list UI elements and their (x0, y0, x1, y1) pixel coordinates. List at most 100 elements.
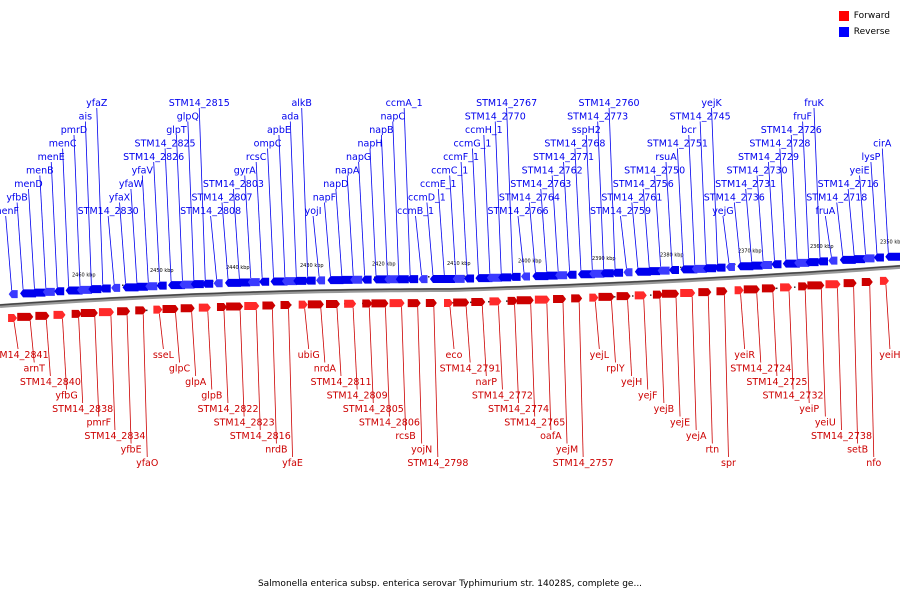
gene-label: yojN (411, 445, 432, 456)
gene-leader-line (267, 148, 274, 278)
gene-leader-line (574, 148, 582, 271)
gene-arrow (623, 268, 633, 277)
gene-label: STM14_2771 (533, 152, 594, 163)
gene-leader-line (312, 215, 320, 277)
gene-arrow (371, 299, 389, 308)
gene-arrow (761, 284, 776, 293)
gene-leader-line (608, 107, 616, 269)
gene-label: STM14_2736 (704, 193, 765, 204)
gene-arrow (807, 281, 825, 290)
gene-label: menB (26, 166, 54, 177)
gene-arrow (298, 300, 308, 309)
gene-arrow (714, 263, 726, 272)
gene-arrow (395, 275, 409, 284)
minor-tick (470, 301, 472, 304)
gene-label: STM14_2766 (487, 206, 548, 217)
gene-label: yejH (621, 377, 642, 388)
gene-leader-line (94, 316, 100, 417)
gene-arrow (316, 276, 326, 285)
gene-leader-line (84, 121, 92, 286)
gene-leader-line (110, 316, 116, 431)
gene-arrow (338, 275, 353, 284)
gene-leader-line (119, 202, 126, 284)
gene-leader-line (530, 304, 536, 417)
gene-arrow (35, 311, 50, 320)
gene-arrow (384, 275, 400, 284)
gene-leader-line (13, 321, 19, 350)
gene-arrow (71, 309, 82, 318)
gene-label: STM14_2774 (488, 404, 549, 415)
gene-label: yejB (654, 404, 675, 415)
gene-leader-line (352, 307, 358, 390)
legend-reverse[interactable]: Reverse (838, 24, 890, 40)
gene-leader-line (62, 148, 70, 287)
gene-arrow (213, 279, 223, 288)
gene-label: STM14_2765 (504, 418, 565, 429)
gene-arrow (111, 283, 121, 292)
gene-arrow (122, 283, 139, 292)
gene-leader-line (28, 188, 35, 289)
gene-label: ccmD_1 (408, 193, 446, 204)
gene-arrow (646, 267, 661, 276)
gene-arrow (851, 255, 866, 264)
gene-arrow (657, 266, 670, 275)
gene-arrow (373, 275, 390, 284)
gene-arrow (589, 293, 599, 302)
gene-leader-line (368, 307, 374, 404)
gene-leader-line (239, 310, 245, 417)
gene-leader-line (847, 188, 855, 256)
gene-leader-line (472, 148, 479, 275)
gene-leader-line (611, 300, 616, 363)
gene-label: oafA (540, 431, 562, 442)
gene-label: STM14_2822 (197, 404, 258, 415)
gene-leader-line (772, 292, 778, 377)
gene-label: STM14_2805 (343, 404, 404, 415)
gene-leader-line (369, 148, 377, 276)
gene-leader-line (255, 309, 261, 431)
gene-arrow (885, 252, 900, 261)
gene-arrow (862, 254, 875, 263)
gene-leader-line (853, 287, 859, 444)
gene-arrow (669, 266, 679, 275)
gene-label: alkB (291, 98, 311, 109)
gene-label: STM14_2830 (78, 206, 139, 217)
gene-arrow (444, 299, 453, 307)
gene-leader-line (403, 107, 411, 276)
minor-tick (632, 295, 634, 297)
gene-arrow (825, 280, 841, 289)
gene-arrow (54, 287, 65, 296)
gene-leader-line (642, 188, 650, 268)
gene-label: yeiU (815, 418, 836, 429)
gene-leader-line (175, 312, 180, 363)
gene-arrow (879, 276, 889, 285)
gene-arrow (452, 274, 465, 283)
genome-backbone (0, 265, 900, 306)
gene-leader-line (804, 290, 810, 404)
kbp-tick-label: 2390 kbp (592, 256, 616, 262)
gene-leader-line (654, 175, 662, 267)
gene-arrow (133, 282, 148, 291)
gene-label: napF (313, 193, 336, 204)
gene-label: rtn (705, 445, 719, 456)
gene-leader-line (551, 175, 559, 272)
gene-arrow (259, 277, 270, 286)
gene-label: yejL (590, 350, 610, 361)
gene-leader-line (289, 121, 297, 277)
gene-label: ccmB_1 (397, 206, 434, 217)
gene-arrow (153, 305, 163, 314)
legend-forward[interactable]: Forward (838, 8, 890, 24)
gene-leader-line (528, 202, 536, 273)
gene-label: fruA (815, 206, 835, 217)
gene-leader-line (869, 286, 875, 458)
gene-label: STM14_2811 (310, 377, 371, 388)
gene-arrow (598, 292, 615, 301)
gene-arrow (662, 289, 680, 298)
minor-tick (428, 276, 430, 278)
gene-label: eco (446, 350, 463, 361)
gene-label: pmrF (86, 418, 111, 429)
gene-label: STM14_2750 (624, 166, 685, 177)
gene-label: STM14_2726 (761, 125, 822, 136)
gene-arrow (566, 270, 577, 279)
gene-leader-line (820, 289, 826, 417)
